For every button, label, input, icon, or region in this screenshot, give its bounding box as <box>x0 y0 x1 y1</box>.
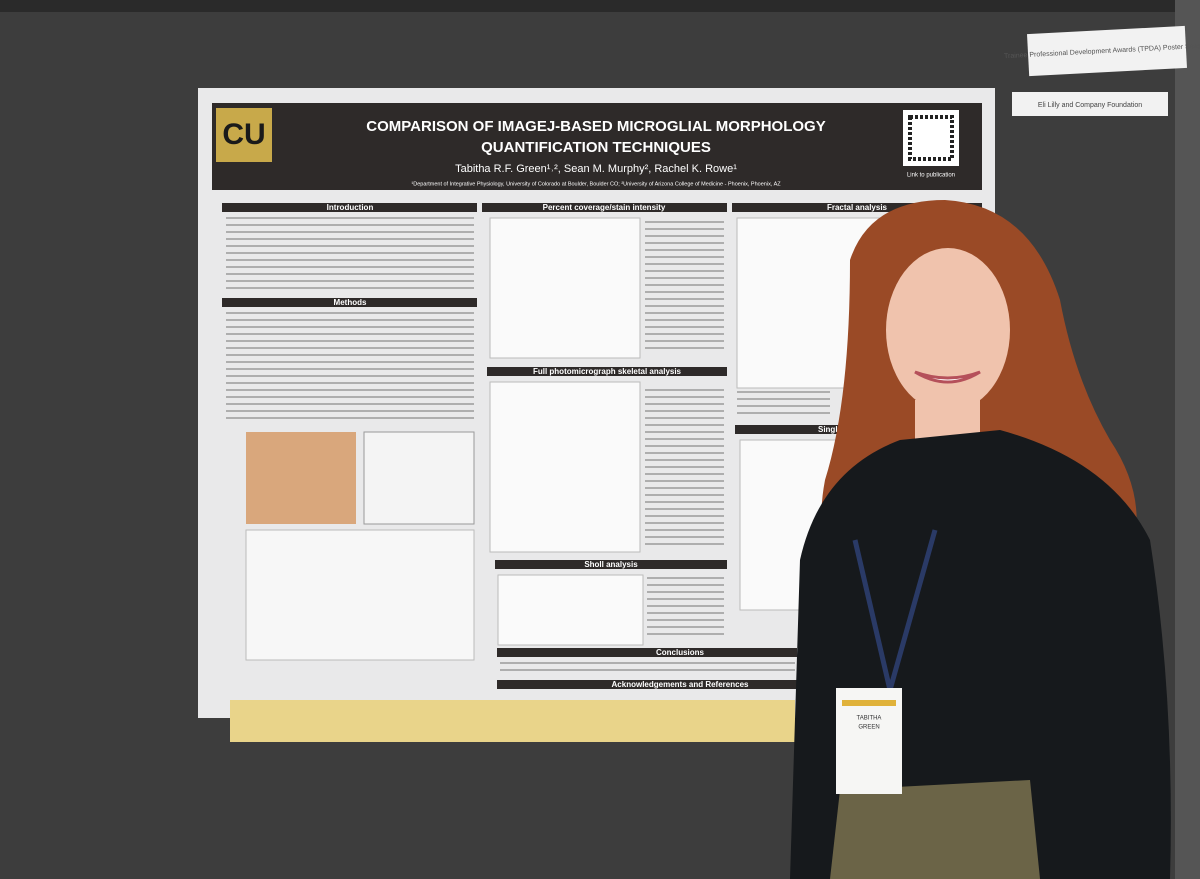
figure-panel <box>245 529 475 661</box>
section-title: Introduction <box>327 203 374 212</box>
affiliations: ¹Department of Integrative Physiology, U… <box>411 181 781 187</box>
qr-pattern <box>908 115 954 161</box>
qr-code <box>903 110 959 166</box>
logo-mark: CU <box>222 118 265 151</box>
micrograph <box>246 432 356 524</box>
section-header <box>222 298 477 307</box>
section-header <box>497 680 797 689</box>
poster-title: QUANTIFICATION TECHNIQUES <box>481 139 711 156</box>
section-title: Full photomicrograph skeletal analysis <box>533 367 682 376</box>
section-title: Conclusions <box>656 648 705 657</box>
board-edge <box>1175 0 1200 879</box>
section-header <box>735 425 865 434</box>
section-header <box>482 203 727 212</box>
section-header <box>497 648 797 657</box>
sign <box>1012 92 1168 116</box>
section-header <box>487 367 727 376</box>
title-bar <box>212 103 982 190</box>
section-title: Methods <box>334 298 367 307</box>
micrograph <box>363 431 475 525</box>
badge-name: GREEN <box>858 725 879 731</box>
section-title: Single <box>818 425 843 434</box>
face <box>886 248 1010 412</box>
qr-caption: Link to publication <box>907 173 955 179</box>
smile <box>914 370 981 384</box>
badge-stripe <box>842 700 896 706</box>
section-header <box>495 560 727 569</box>
board-frame <box>0 0 1200 12</box>
logo <box>216 108 272 162</box>
authors: Tabitha R.F. Green¹˒², Sean M. Murphy², … <box>455 163 737 175</box>
figure-panel <box>489 381 641 553</box>
sign <box>1027 25 1187 77</box>
section-title: Fractal analysis <box>827 203 888 212</box>
figure-panel <box>497 574 644 646</box>
section-title: Percent coverage/stain intensity <box>543 203 666 212</box>
section-header <box>732 203 982 212</box>
badge-name: TABITHA <box>857 716 882 722</box>
section-header <box>222 203 477 212</box>
section-title: Acknowledgements and References <box>612 680 749 689</box>
figure-panel <box>489 217 641 359</box>
section-title: Sholl analysis <box>584 560 638 569</box>
trousers <box>830 780 1040 879</box>
sign-text: Eli Lilly and Company Foundation <box>1038 102 1142 109</box>
poster-title: COMPARISON OF IMAGEJ-BASED MICROGLIAL MO… <box>366 118 825 135</box>
poster-strip <box>230 700 795 742</box>
